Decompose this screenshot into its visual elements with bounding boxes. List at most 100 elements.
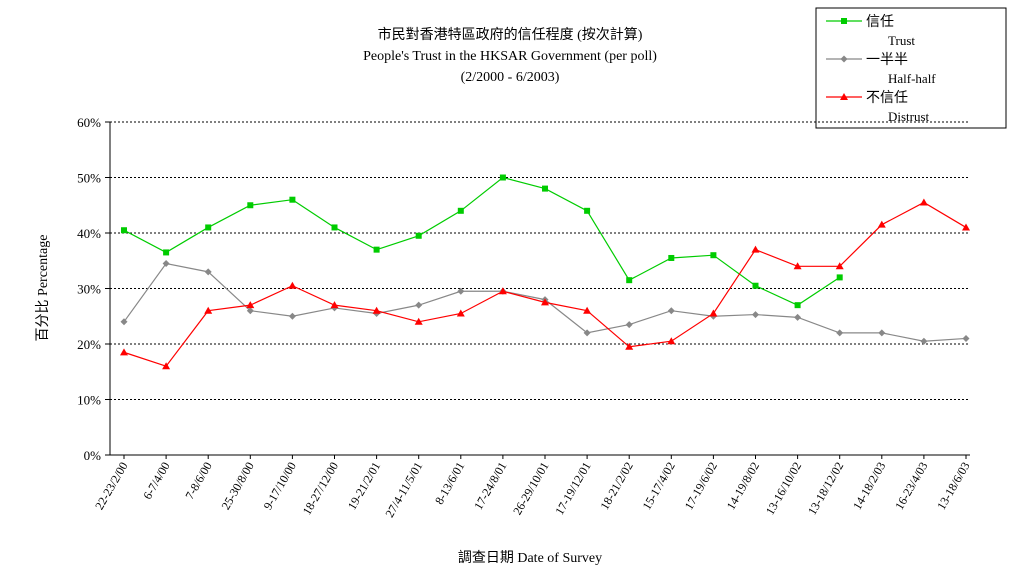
series-line	[123, 176, 841, 306]
x-tick-label: 13-18/6/03	[934, 460, 972, 513]
chart-title: 市民對香港特區政府的信任程度 (按次計算)	[378, 26, 643, 43]
x-tick-label: 27/4-11/5/01	[382, 460, 425, 520]
axes	[109, 122, 970, 456]
data-point	[331, 224, 338, 231]
x-tick-label: 6-7/4/00	[140, 460, 172, 502]
x-tick-label: 13-18/12/02	[805, 460, 846, 518]
x-tick-label: 15-17/4/02	[639, 460, 677, 513]
data-point	[920, 337, 928, 345]
y-tick-label: 30%	[77, 282, 101, 297]
x-tick-label: 25-30/8/00	[218, 460, 256, 513]
y-tick-label: 0%	[84, 448, 102, 463]
data-point	[120, 348, 128, 356]
data-point	[752, 282, 759, 289]
data-point	[583, 329, 591, 337]
legend-label: 一半半	[866, 52, 908, 68]
data-point	[542, 185, 548, 192]
legend-label: 信任	[866, 14, 894, 30]
data-point	[121, 227, 127, 234]
data-point	[372, 306, 381, 314]
legend-label-en: Half-half	[888, 71, 936, 86]
data-point	[667, 337, 676, 345]
data-point	[373, 246, 380, 253]
chart-period: (2/2000 - 6/2003)	[461, 70, 560, 85]
data-point	[204, 268, 212, 276]
legend-box	[815, 7, 1007, 129]
data-point	[794, 313, 802, 321]
y-tick-label: 20%	[77, 337, 101, 352]
data-point	[751, 245, 760, 253]
data-point	[835, 262, 844, 270]
legend-label: 不信任	[866, 90, 908, 106]
data-point	[625, 321, 633, 329]
y-tick-label: 10%	[77, 393, 101, 408]
data-point	[962, 334, 970, 342]
legend-label-en: Distrust	[888, 109, 930, 124]
series-line	[123, 201, 967, 367]
data-point	[625, 342, 634, 350]
data-point	[289, 196, 296, 203]
data-point	[499, 174, 506, 181]
data-point	[793, 262, 802, 270]
x-axis-label: 調查日期 Date of Survey	[458, 550, 602, 566]
data-point	[962, 223, 970, 231]
data-point	[288, 281, 297, 289]
data-point	[457, 287, 465, 295]
data-point	[162, 362, 171, 370]
data-point	[457, 207, 464, 214]
legend-marker	[840, 55, 848, 63]
x-tick-label: 16-23/4/03	[892, 460, 930, 513]
data-point	[626, 277, 633, 284]
data-point	[415, 301, 423, 309]
data-point	[878, 329, 886, 337]
x-tick-label: 14-19/8/02	[724, 460, 762, 513]
data-point	[584, 207, 591, 214]
data-point	[752, 311, 759, 319]
x-tick-label: 18-27/12/00	[300, 460, 341, 518]
data-point	[415, 232, 422, 239]
x-tick-label: 22-23/2/00	[92, 460, 130, 513]
data-point	[836, 274, 843, 281]
data-point	[667, 307, 675, 315]
data-point	[120, 318, 128, 326]
legend: 信任 Trust 一半半 Half-half 不信任 Distrust	[815, 7, 1007, 129]
data-point	[163, 249, 170, 256]
chart-subtitle: People's Trust in the HKSAR Government (…	[363, 49, 657, 64]
data-point	[583, 306, 592, 314]
x-tick-label: 9-17/10/00	[261, 460, 299, 513]
y-tick-label: 60%	[77, 115, 101, 130]
data-point	[794, 302, 801, 309]
legend-marker	[841, 18, 847, 24]
data-point	[919, 198, 928, 206]
x-tick-label: 17-19/6/02	[682, 460, 720, 513]
data-point	[709, 309, 718, 317]
x-tick-label: 18-21/2/02	[597, 460, 635, 513]
legend-label-en: Trust	[888, 33, 915, 48]
data-point	[246, 307, 254, 315]
y-tick-labels: 0% 10% 20% 30% 40% 50% 60%	[77, 115, 101, 463]
legend-marker	[840, 93, 848, 100]
x-tick-label: 13-16/10/02	[763, 460, 804, 518]
data-point	[246, 301, 255, 309]
data-point	[710, 252, 717, 259]
x-tick-label: 7-8/6/00	[182, 460, 214, 502]
x-tick-label: 8-13/6/01	[432, 460, 467, 507]
series-group	[120, 174, 970, 370]
x-tick-labels: 22-23/2/00 6-7/4/00 7-8/6/00 25-30/8/00 9-17…	[92, 455, 973, 520]
x-tick-label: 19-21/2/01	[345, 460, 383, 513]
y-tick-label: 50%	[77, 171, 101, 186]
data-point	[877, 220, 886, 228]
x-tick-label: 17-24/8/01	[471, 460, 509, 513]
x-tick-label: 14-18/2/03	[850, 460, 888, 513]
data-point	[836, 329, 844, 337]
gridlines	[105, 121, 970, 456]
y-axis-label: 百分比 Percentage	[35, 235, 51, 342]
data-point	[288, 312, 296, 320]
data-point	[498, 287, 507, 295]
data-point	[414, 317, 423, 325]
data-point	[668, 254, 675, 261]
data-point	[204, 306, 213, 314]
y-tick-label: 40%	[77, 226, 101, 241]
data-point	[330, 301, 339, 309]
